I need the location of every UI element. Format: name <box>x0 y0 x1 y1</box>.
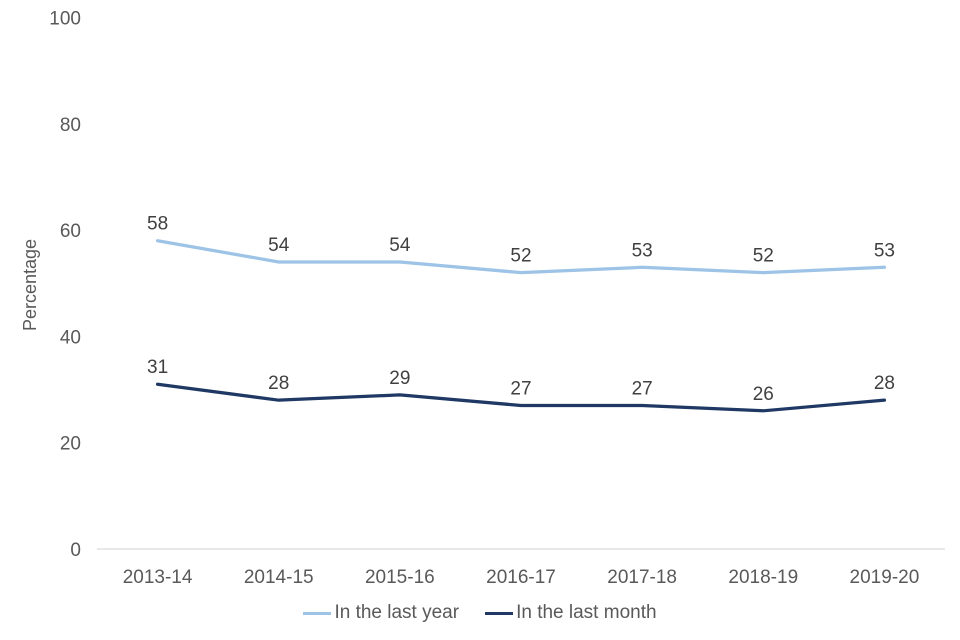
legend-label-month: In the last month <box>516 602 657 623</box>
x-axis-label: 2016-17 <box>486 567 556 588</box>
data-label-in-the-last-month: 26 <box>753 384 774 405</box>
plot-area: 0 20 40 60 80 100 2013-14 2014-15 2015-16 2016-17… <box>20 9 945 588</box>
legend-line-swatch-year <box>303 611 332 615</box>
data-label-in-the-last-year: 54 <box>389 235 411 256</box>
legend-item-in-the-last-year: In the last year <box>303 601 459 625</box>
x-axis-label: 2013-14 <box>123 567 193 588</box>
x-axis-label: 2014-15 <box>244 567 314 588</box>
data-label-in-the-last-year: 54 <box>268 235 290 256</box>
x-axis-label: 2019-20 <box>850 567 920 588</box>
series-line-in-the-last-year <box>155 239 887 275</box>
y-axis-tick-label: 40 <box>60 327 81 348</box>
data-label-in-the-last-month: 28 <box>268 373 289 394</box>
x-axis-label: 2017-18 <box>607 567 677 588</box>
data-label-in-the-last-month: 29 <box>389 368 410 389</box>
series-line-in-the-last-month <box>155 382 887 413</box>
legend-item-in-the-last-month: In the last month <box>485 601 657 625</box>
y-axis-tick-label: 80 <box>60 115 81 136</box>
data-label-in-the-last-year: 53 <box>632 240 653 261</box>
data-label-in-the-last-month: 27 <box>510 378 531 399</box>
x-axis-label: 2015-16 <box>365 567 435 588</box>
data-label-in-the-last-year: 52 <box>753 246 774 267</box>
legend: In the last year In the last month <box>0 601 960 625</box>
y-axis-tick-label: 0 <box>70 540 81 561</box>
data-label-in-the-last-year: 58 <box>147 214 168 235</box>
data-label-in-the-last-month: 27 <box>632 378 653 399</box>
data-label-in-the-last-year: 53 <box>874 240 895 261</box>
y-axis-tick-label: 100 <box>49 9 81 30</box>
data-label-in-the-last-year: 52 <box>510 246 531 267</box>
y-axis-title: Percentage <box>20 239 40 331</box>
legend-line-swatch-month <box>485 611 514 615</box>
x-axis-label: 2018-19 <box>728 567 798 588</box>
legend-label-year: In the last year <box>334 602 460 623</box>
data-label-in-the-last-month: 28 <box>874 373 895 394</box>
y-axis-tick-label: 60 <box>60 221 81 242</box>
data-label-in-the-last-month: 31 <box>147 357 168 378</box>
y-axis-tick-label: 20 <box>60 434 81 455</box>
